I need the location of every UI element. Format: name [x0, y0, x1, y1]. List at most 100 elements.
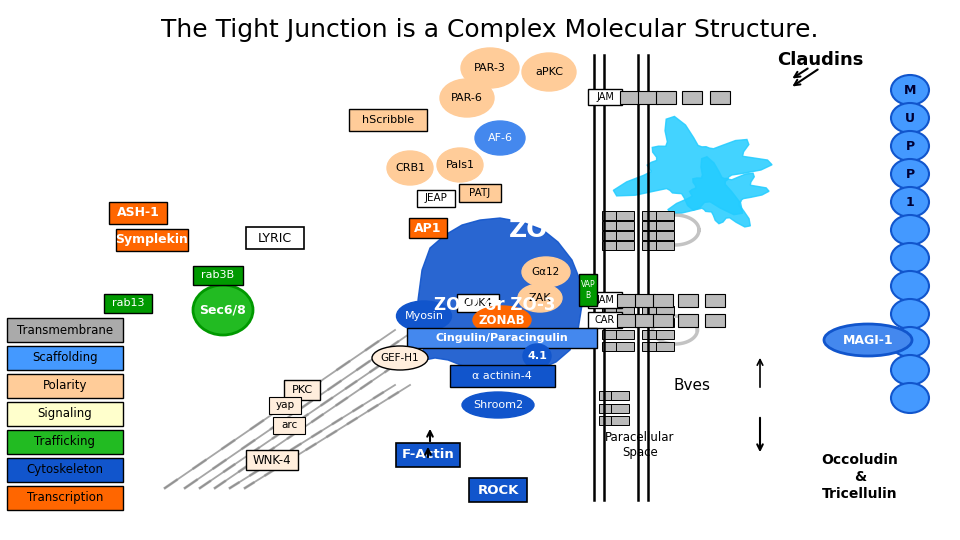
FancyBboxPatch shape	[656, 341, 674, 350]
FancyBboxPatch shape	[457, 294, 499, 312]
FancyBboxPatch shape	[602, 220, 620, 230]
FancyBboxPatch shape	[599, 390, 617, 400]
Text: P: P	[905, 167, 915, 180]
Ellipse shape	[891, 355, 929, 385]
FancyBboxPatch shape	[611, 415, 629, 424]
Text: PAR-3: PAR-3	[474, 63, 506, 73]
FancyBboxPatch shape	[616, 211, 634, 219]
FancyBboxPatch shape	[642, 318, 660, 327]
PathPatch shape	[613, 117, 772, 215]
FancyBboxPatch shape	[656, 240, 674, 249]
FancyBboxPatch shape	[602, 329, 620, 339]
FancyBboxPatch shape	[273, 416, 305, 434]
FancyBboxPatch shape	[588, 312, 622, 328]
Ellipse shape	[522, 257, 570, 287]
Text: Transmembrane: Transmembrane	[17, 323, 113, 336]
FancyBboxPatch shape	[653, 294, 673, 307]
Text: Transcription: Transcription	[27, 491, 103, 504]
Text: Myosin: Myosin	[404, 311, 444, 321]
Text: Paracellular
Space: Paracellular Space	[605, 431, 675, 459]
Ellipse shape	[891, 159, 929, 189]
FancyBboxPatch shape	[656, 329, 674, 339]
Text: WNK-4: WNK-4	[252, 454, 291, 467]
Text: arc: arc	[281, 420, 298, 430]
Ellipse shape	[440, 79, 494, 117]
FancyBboxPatch shape	[638, 91, 658, 104]
FancyBboxPatch shape	[269, 396, 301, 414]
Ellipse shape	[891, 75, 929, 105]
Text: M: M	[903, 84, 916, 97]
Text: ROCK: ROCK	[477, 483, 518, 496]
FancyBboxPatch shape	[656, 318, 674, 327]
FancyBboxPatch shape	[635, 314, 655, 327]
FancyBboxPatch shape	[678, 314, 698, 327]
FancyBboxPatch shape	[620, 91, 640, 104]
FancyBboxPatch shape	[599, 415, 617, 424]
FancyBboxPatch shape	[602, 306, 620, 314]
FancyBboxPatch shape	[611, 390, 629, 400]
FancyBboxPatch shape	[611, 403, 629, 413]
FancyBboxPatch shape	[682, 91, 702, 104]
Ellipse shape	[462, 392, 534, 418]
Text: Bves: Bves	[674, 377, 710, 393]
Text: ASH-1: ASH-1	[116, 206, 159, 219]
Text: Cytoskeleton: Cytoskeleton	[27, 463, 104, 476]
FancyBboxPatch shape	[602, 231, 620, 240]
Text: rab3B: rab3B	[202, 270, 234, 280]
FancyBboxPatch shape	[7, 402, 123, 426]
Text: Shroom2: Shroom2	[473, 400, 523, 410]
Text: AP1: AP1	[415, 221, 442, 234]
FancyBboxPatch shape	[409, 218, 447, 238]
FancyBboxPatch shape	[616, 318, 634, 327]
FancyBboxPatch shape	[616, 341, 634, 350]
FancyBboxPatch shape	[616, 329, 634, 339]
FancyBboxPatch shape	[459, 184, 501, 202]
Text: Occoludin: Occoludin	[822, 453, 899, 467]
PathPatch shape	[668, 157, 769, 227]
Ellipse shape	[475, 121, 525, 155]
Text: Polarity: Polarity	[43, 380, 87, 393]
Text: GEF-H1: GEF-H1	[381, 353, 420, 363]
FancyBboxPatch shape	[104, 294, 152, 313]
FancyBboxPatch shape	[656, 231, 674, 240]
FancyBboxPatch shape	[617, 294, 637, 307]
Text: PATJ: PATJ	[469, 188, 491, 198]
Text: VAP
B: VAP B	[581, 280, 595, 300]
Ellipse shape	[824, 324, 912, 356]
Ellipse shape	[891, 299, 929, 329]
Text: MAGI-1: MAGI-1	[843, 334, 894, 347]
Text: Claudins: Claudins	[777, 51, 863, 69]
Text: ZONAB: ZONAB	[479, 314, 525, 327]
Ellipse shape	[518, 284, 562, 312]
Text: CRB1: CRB1	[395, 163, 425, 173]
Text: JAM: JAM	[596, 295, 614, 305]
FancyBboxPatch shape	[588, 292, 622, 308]
FancyBboxPatch shape	[407, 328, 597, 348]
Ellipse shape	[396, 301, 451, 331]
Text: yap: yap	[276, 400, 295, 410]
FancyBboxPatch shape	[588, 89, 622, 105]
Text: U: U	[905, 111, 915, 125]
FancyBboxPatch shape	[602, 240, 620, 249]
FancyBboxPatch shape	[635, 294, 655, 307]
FancyBboxPatch shape	[642, 211, 660, 219]
Text: Pals1: Pals1	[445, 160, 474, 170]
Ellipse shape	[891, 103, 929, 133]
Text: ZO-1: ZO-1	[509, 218, 577, 242]
Ellipse shape	[891, 327, 929, 357]
Ellipse shape	[473, 306, 531, 334]
Text: LYRIC: LYRIC	[258, 232, 292, 245]
Text: CDK4: CDK4	[464, 298, 492, 308]
Text: AF-6: AF-6	[488, 133, 513, 143]
FancyBboxPatch shape	[246, 227, 304, 249]
Text: JEAP: JEAP	[424, 193, 447, 203]
FancyBboxPatch shape	[284, 380, 320, 400]
Text: JAM: JAM	[596, 92, 614, 102]
Ellipse shape	[891, 131, 929, 161]
FancyBboxPatch shape	[710, 91, 730, 104]
FancyBboxPatch shape	[653, 314, 673, 327]
FancyBboxPatch shape	[642, 306, 660, 314]
Text: 4.1: 4.1	[527, 351, 547, 361]
FancyBboxPatch shape	[616, 306, 634, 314]
FancyBboxPatch shape	[656, 220, 674, 230]
